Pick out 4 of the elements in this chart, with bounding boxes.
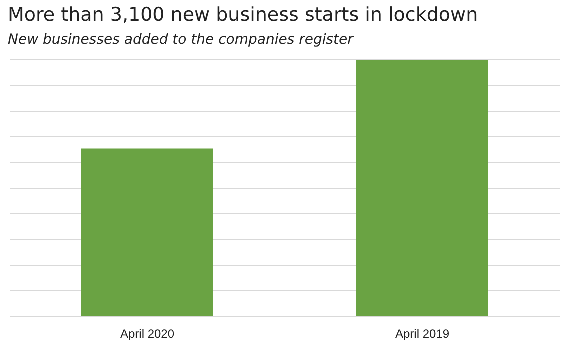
- x-tick-label: April 2019: [395, 327, 450, 342]
- x-tick-label: April 2020: [120, 327, 175, 342]
- chart-subtitle: New businesses added to the companies register: [8, 32, 354, 48]
- chart-title: More than 3,100 new business starts in lockdown: [8, 4, 478, 26]
